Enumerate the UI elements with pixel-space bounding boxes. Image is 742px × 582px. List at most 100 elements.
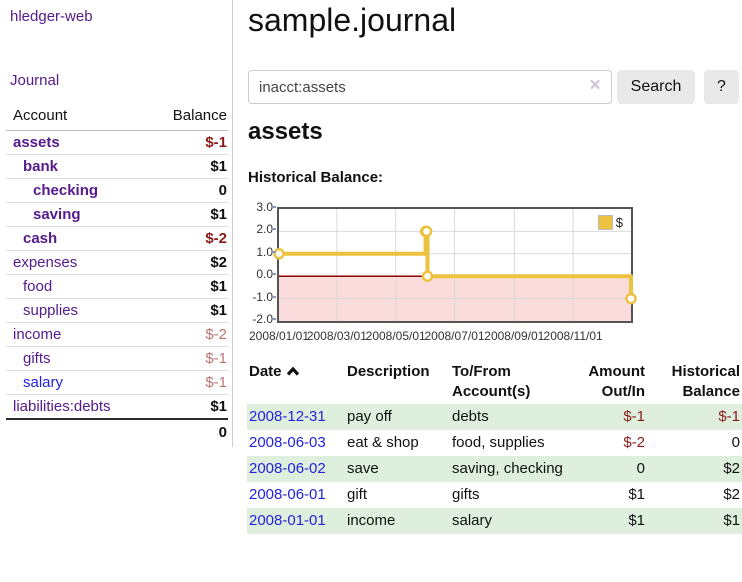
transaction-date-link[interactable]: 2008-06-02 (249, 460, 326, 477)
register-table-body: 2008-12-31 pay off debts $-1 $-1 2008-06-03 ea… (247, 404, 742, 534)
transaction-description: pay off (347, 408, 392, 425)
transaction-balance: $-1 (718, 408, 740, 425)
chart-plot-area: $ (273, 207, 637, 323)
transaction-balance: $2 (723, 460, 740, 477)
transaction-date-link[interactable]: 2008-06-01 (249, 486, 326, 503)
sidebar-item-journal[interactable]: Journal (10, 72, 60, 89)
register-row: 2008-12-31 pay off debts $-1 $-1 (247, 404, 742, 430)
transaction-description: income (347, 512, 396, 529)
account-row: bank $1 (6, 155, 228, 179)
legend-swatch-icon (597, 215, 613, 230)
account-link[interactable]: cash (23, 230, 58, 247)
x-axis-tick-label: 2008/03/01 (306, 329, 367, 343)
sort-ascending-icon (286, 366, 299, 376)
transaction-amount: $-1 (623, 408, 645, 425)
y-axis-tick-mark (271, 250, 276, 253)
register-header-amount: Amount Out/In (588, 363, 645, 400)
register-table: Date Description To/From Account(s) Amount Ou… (247, 358, 742, 534)
account-row: expenses $2 (6, 251, 228, 275)
register-row: 2008-06-01 gift gifts $1 $2 (247, 482, 742, 508)
transaction-description: gift (347, 486, 368, 503)
chart-canvas (273, 209, 637, 321)
page-title: sample.journal (248, 2, 457, 38)
register-header-row: Date Description To/From Account(s) Amount Ou… (247, 358, 742, 404)
y-axis-tick-mark (271, 206, 276, 208)
transaction-description: save (347, 460, 379, 477)
account-heading: assets (248, 118, 323, 145)
brand-link[interactable]: hledger-web (10, 8, 93, 25)
accounts-table-header: Account Balance (6, 103, 228, 131)
y-axis-tick-mark (271, 228, 276, 231)
help-button[interactable]: ? (704, 70, 739, 104)
account-link[interactable]: expenses (13, 254, 78, 271)
transaction-date-link[interactable]: 2008-12-31 (249, 408, 326, 425)
legend-label: $ (615, 215, 623, 230)
account-balance: $-1 (205, 374, 227, 391)
account-row: cash $-2 (6, 227, 228, 251)
accounts-total-row: 0 (6, 418, 228, 444)
account-row: salary $-1 (6, 371, 228, 395)
transaction-accounts: food, supplies (452, 434, 545, 451)
sidebar: hledger-web Journal Account Balance asse… (0, 0, 233, 447)
account-balance: $-1 (205, 134, 227, 151)
register-header-date[interactable]: Date (247, 358, 345, 404)
x-axis-tick-label: 2008/07/01 (424, 329, 485, 343)
chart-title: Historical Balance: (248, 169, 384, 186)
y-axis-tick-mark (271, 318, 276, 320)
account-balance: $2 (210, 254, 227, 271)
transaction-accounts: salary (452, 512, 493, 529)
chart-legend: $ (595, 214, 625, 231)
account-link[interactable]: supplies (23, 302, 79, 319)
y-axis-tick-label: 1.0 (256, 244, 273, 259)
account-link[interactable]: income (13, 326, 62, 343)
x-axis-tick-label: 2008/11/01 (543, 329, 603, 343)
account-balance: $1 (210, 278, 227, 295)
account-link[interactable]: gifts (23, 350, 51, 367)
account-link[interactable]: assets (13, 134, 60, 151)
account-link[interactable]: salary (23, 374, 64, 391)
account-row: income $-2 (6, 323, 228, 347)
register-row: 2008-06-03 eat & shop food, supplies $-2 0 (247, 430, 742, 456)
account-link[interactable]: bank (23, 158, 59, 175)
transaction-date-link[interactable]: 2008-01-01 (249, 512, 326, 529)
account-balance: $1 (210, 302, 227, 319)
search-button[interactable]: Search (617, 70, 695, 104)
accounts-table: Account Balance assets $-1 bank $1 checking 0… (6, 103, 228, 444)
account-balance: $-2 (205, 230, 227, 247)
account-balance: $-1 (205, 350, 227, 367)
account-link[interactable]: saving (33, 206, 81, 223)
y-axis-tick-mark (271, 295, 276, 298)
transaction-accounts: saving, checking (452, 460, 563, 477)
account-link[interactable]: liabilities:debts (13, 398, 111, 415)
account-row: supplies $1 (6, 299, 228, 323)
transaction-amount: 0 (636, 460, 645, 477)
transaction-balance: 0 (731, 434, 740, 451)
account-row: saving $1 (6, 203, 228, 227)
y-axis-tick-label: -2.0 (252, 312, 273, 326)
y-axis-tick-label: 3.0 (256, 200, 273, 214)
register-row: 2008-01-01 income salary $1 $1 (247, 508, 742, 534)
transaction-amount: $-2 (623, 434, 645, 451)
transaction-date-link[interactable]: 2008-06-03 (249, 434, 326, 451)
account-row: liabilities:debts $1 (6, 395, 228, 418)
register-header-description: Description (347, 363, 430, 380)
account-link[interactable]: checking (33, 182, 99, 199)
register-header-historical: Historical Balance (671, 363, 740, 400)
transaction-accounts: gifts (452, 486, 480, 503)
clear-search-icon[interactable]: × (589, 75, 601, 96)
transaction-balance: $2 (723, 486, 740, 503)
account-row: food $1 (6, 275, 228, 299)
account-balance: 0 (218, 182, 227, 199)
y-axis-tick-label: 0.0 (256, 267, 273, 282)
search-input[interactable] (248, 70, 612, 104)
accounts-header-balance: Balance (172, 107, 227, 124)
account-link[interactable]: food (23, 278, 53, 295)
account-balance: $1 (210, 206, 227, 223)
register-header-to-from: To/From Account(s) (452, 363, 531, 400)
x-axis-tick-label: 2008/05/01 (365, 329, 426, 343)
y-axis-tick-label: -1.0 (252, 289, 273, 304)
y-axis-tick-mark (271, 273, 276, 276)
accounts-total-value: 0 (218, 423, 227, 441)
account-row: gifts $-1 (6, 347, 228, 371)
